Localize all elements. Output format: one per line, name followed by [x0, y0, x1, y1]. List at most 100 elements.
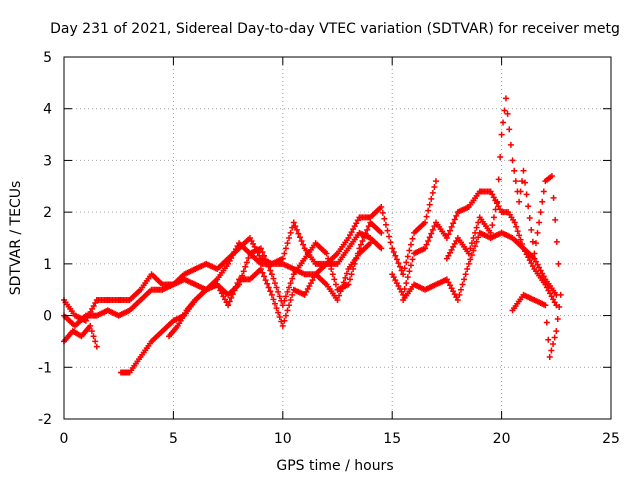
- data-point: [404, 253, 411, 260]
- data-point: [407, 241, 414, 248]
- data-point: [543, 319, 550, 326]
- data-point: [397, 263, 404, 270]
- series-8: [443, 95, 562, 267]
- data-point: [426, 201, 433, 208]
- plot-area: [61, 95, 564, 376]
- data-point: [276, 314, 283, 321]
- data-point: [403, 280, 410, 287]
- data-point: [268, 271, 275, 278]
- data-point: [332, 281, 339, 288]
- data-point: [261, 252, 268, 259]
- data-point: [331, 276, 338, 283]
- data-point: [287, 297, 294, 304]
- data-point: [528, 226, 535, 233]
- data-point: [339, 283, 346, 290]
- data-point: [487, 229, 494, 236]
- data-point: [514, 228, 521, 235]
- data-point: [553, 238, 560, 245]
- data-point: [447, 227, 454, 234]
- data-point: [88, 328, 95, 335]
- data-point: [401, 285, 408, 292]
- data-point: [384, 227, 391, 234]
- data-point: [489, 222, 496, 229]
- data-point: [290, 219, 297, 226]
- data-point: [395, 260, 402, 267]
- data-point: [393, 256, 400, 263]
- data-point: [523, 191, 530, 198]
- data-point: [295, 230, 302, 237]
- data-point: [522, 179, 529, 186]
- data-point: [245, 254, 252, 261]
- data-point: [273, 305, 280, 312]
- data-point: [497, 153, 504, 160]
- series-9: [509, 291, 564, 360]
- data-point: [462, 271, 469, 278]
- x-tick-label: 20: [493, 431, 511, 447]
- data-point: [279, 255, 286, 262]
- data-point: [287, 229, 294, 236]
- data-point: [270, 296, 277, 303]
- data-point: [403, 259, 410, 266]
- data-point: [516, 198, 523, 205]
- data-point: [470, 247, 477, 254]
- y-tick-label: 5: [43, 50, 52, 66]
- data-point: [289, 275, 296, 282]
- data-point: [473, 224, 480, 231]
- data-point: [546, 353, 553, 360]
- x-axis-label: GPS time / hours: [276, 458, 393, 474]
- data-point: [361, 234, 368, 241]
- data-point: [552, 216, 559, 223]
- series-5: [166, 240, 374, 340]
- x-tick-label: 5: [169, 431, 178, 447]
- data-point: [448, 223, 455, 230]
- data-point: [228, 294, 235, 301]
- data-point: [473, 238, 480, 245]
- data-point: [231, 287, 238, 294]
- data-point: [525, 203, 532, 210]
- data-point: [532, 240, 539, 247]
- data-point: [465, 250, 472, 257]
- data-point: [407, 262, 414, 269]
- data-point: [506, 126, 513, 133]
- data-point: [468, 251, 475, 258]
- data-point: [264, 280, 271, 287]
- data-point: [379, 209, 386, 216]
- data-point: [232, 283, 239, 290]
- y-tick-label: 2: [43, 205, 52, 221]
- data-point: [275, 288, 282, 295]
- data-point: [359, 237, 366, 244]
- data-point: [334, 297, 341, 304]
- data-point: [517, 236, 524, 243]
- data-point: [431, 184, 438, 191]
- y-tick-label: 0: [43, 309, 52, 325]
- series-7: [400, 229, 560, 304]
- data-point: [325, 255, 332, 262]
- data-point: [422, 219, 429, 226]
- grid-lines: [64, 57, 611, 419]
- data-point: [343, 270, 350, 277]
- x-tick-label: 0: [60, 431, 69, 447]
- y-tick-label: 3: [43, 153, 52, 169]
- data-point: [509, 157, 516, 164]
- data-point: [298, 237, 305, 244]
- data-point: [490, 214, 497, 221]
- data-point: [520, 167, 527, 174]
- data-point: [92, 338, 99, 345]
- data-point: [329, 271, 336, 278]
- data-point: [459, 281, 466, 288]
- data-point: [432, 178, 439, 185]
- data-point: [531, 250, 538, 257]
- y-tick-label: -1: [38, 360, 52, 376]
- data-point: [282, 312, 289, 319]
- data-point: [87, 322, 94, 329]
- data-point: [229, 291, 236, 298]
- data-point: [404, 274, 411, 281]
- data-point: [450, 220, 457, 227]
- data-point: [467, 245, 474, 252]
- data-point: [429, 189, 436, 196]
- data-point: [457, 286, 464, 293]
- data-point: [281, 250, 288, 257]
- data-point: [259, 269, 266, 276]
- data-point: [422, 245, 429, 252]
